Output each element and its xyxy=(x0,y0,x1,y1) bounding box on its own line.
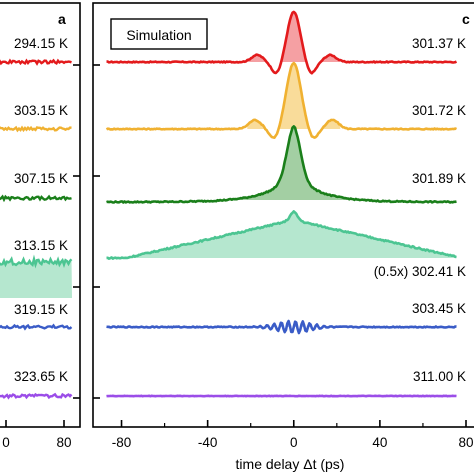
panel-c-label: c xyxy=(462,11,470,27)
series-label: 301.72 K xyxy=(412,103,466,118)
x-tick-label: 80 xyxy=(56,435,71,450)
series-line xyxy=(106,125,457,204)
series-line xyxy=(0,392,73,400)
x-tick-label: 0 xyxy=(290,435,298,450)
legend-box xyxy=(110,18,208,50)
x-axis-title-text: time delay Δt (ps) xyxy=(236,456,345,472)
x-tick-label: 0 xyxy=(2,435,10,450)
series-label: 303.15 K xyxy=(14,103,68,118)
series-label: 313.15 K xyxy=(14,238,68,253)
series-fill xyxy=(247,11,341,62)
panel-a-label: a xyxy=(58,11,66,27)
series-fill xyxy=(106,211,457,259)
panel-c-frame xyxy=(92,2,474,428)
panel-c: c Simulation 301.37 K 301.72 K 301.89 K (0.… xyxy=(92,2,474,472)
series-fill xyxy=(208,126,379,200)
series-line xyxy=(0,58,72,66)
x-tick-label: -40 xyxy=(198,435,218,450)
series-line xyxy=(105,61,458,139)
series-fill xyxy=(0,259,72,298)
series-label: 294.15 K xyxy=(14,36,68,51)
series-line xyxy=(0,194,72,203)
series-line xyxy=(0,323,73,331)
series-label: 307.15 K xyxy=(14,171,68,186)
series-line xyxy=(0,125,72,133)
panel-a: a 294.15 K 303.15 K 307.15 K 313.15 K 319.15… xyxy=(0,2,81,450)
x-tick-label: 80 xyxy=(458,435,473,450)
series-line xyxy=(0,254,73,269)
series-label: 301.37 K xyxy=(412,36,466,51)
panel-a-frame xyxy=(0,2,81,428)
series-label: 323.65 K xyxy=(14,369,68,384)
series-line xyxy=(106,210,457,260)
series-line xyxy=(106,319,457,335)
series-line xyxy=(106,10,458,75)
x-tick-label: 40 xyxy=(372,435,387,450)
series-label: 319.15 K xyxy=(14,302,68,317)
series-label: 303.45 K xyxy=(412,301,466,316)
series-label: 301.89 K xyxy=(412,171,466,186)
x-axis-title: time delay Δt (ps) xyxy=(236,456,345,472)
series-label: (0.5x) 302.41 K xyxy=(374,264,466,279)
series-label: 311.00 K xyxy=(413,369,466,384)
legend-box-text: Simulation xyxy=(126,27,191,43)
x-tick-label: -80 xyxy=(112,435,132,450)
series-fill xyxy=(247,63,341,129)
